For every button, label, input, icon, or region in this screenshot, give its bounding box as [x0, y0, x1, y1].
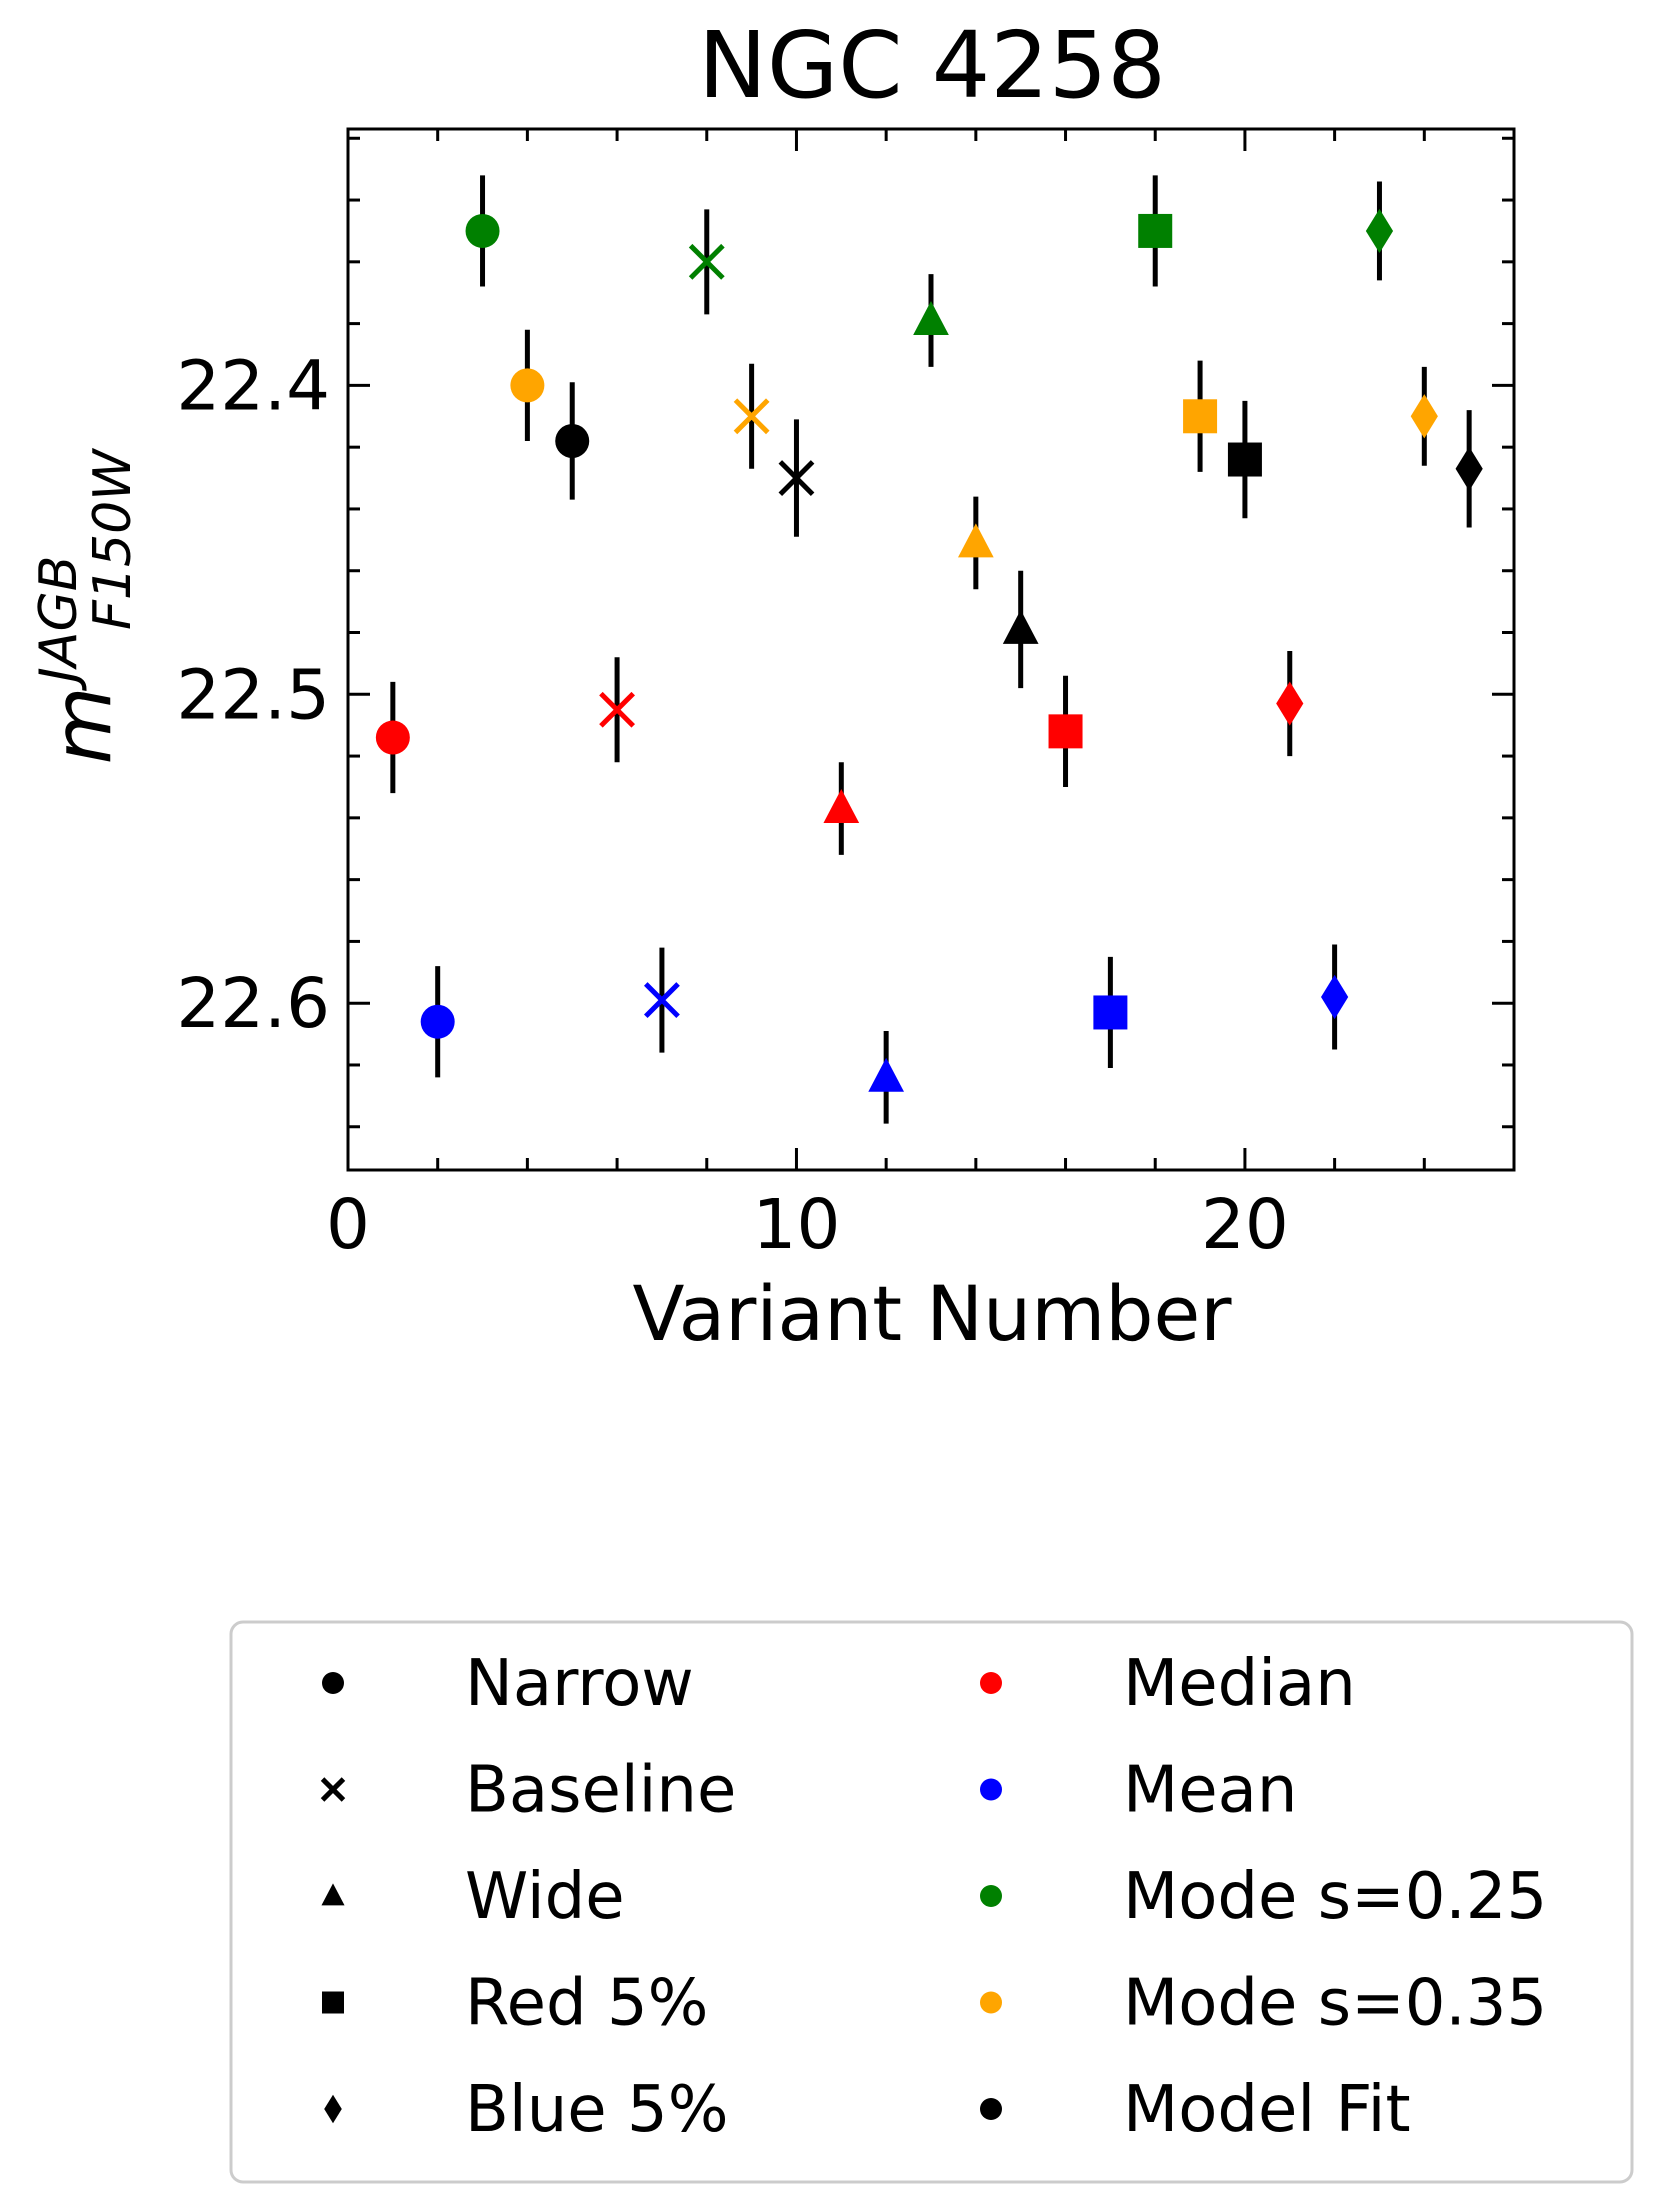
- legend-marker: [980, 1885, 1002, 1907]
- y-tick-labels: 22.4 22.5 22.6: [176, 346, 330, 1044]
- data-point: [1093, 995, 1128, 1030]
- data-point: [823, 789, 860, 824]
- data-point: [1410, 394, 1438, 439]
- axis-ticks: [346, 129, 1516, 1170]
- x-tick-label: 10: [753, 1185, 841, 1265]
- data-point: [1002, 609, 1039, 644]
- data-point: [1365, 208, 1394, 254]
- data-point: [599, 691, 635, 728]
- data-markers: [375, 208, 1483, 1092]
- legend-label: Narrow: [465, 1647, 694, 1721]
- legend-marker: [321, 1883, 345, 1906]
- legend: Narrow Baseline Wide Red 5% Blue 5% Median Mea…: [229, 1620, 1634, 2184]
- legend-label: Mode s=0.25: [1123, 1860, 1547, 1934]
- data-point: [913, 300, 949, 335]
- y-tick-label: 22.6: [176, 964, 330, 1044]
- y-axis-label: mJAGB F150W: [29, 447, 143, 765]
- data-point: [1183, 399, 1218, 434]
- legend-box: [229, 1620, 1634, 2184]
- legend-marker: [322, 1672, 344, 1694]
- data-point: [555, 423, 590, 458]
- legend-items: Narrow Baseline Wide Red 5% Blue 5% Median Mea…: [320, 1647, 1547, 2147]
- legend-marker: [980, 1672, 1002, 1694]
- legend-label: Wide: [465, 1860, 625, 1934]
- y-tick-label: 22.5: [176, 655, 330, 735]
- legend-label: Mean: [1123, 1754, 1297, 1828]
- data-point: [868, 1057, 905, 1092]
- legend-marker: [980, 2098, 1002, 2120]
- y-axis-label-base: m: [36, 686, 129, 764]
- data-point: [644, 982, 680, 1019]
- x-tick-label: 20: [1201, 1185, 1289, 1265]
- legend-label: Mode s=0.35: [1123, 1967, 1547, 2041]
- data-point: [1138, 213, 1173, 248]
- data-point: [733, 398, 770, 435]
- data-point: [1455, 446, 1483, 491]
- legend-label: Blue 5%: [465, 2073, 729, 2147]
- legend-marker: [324, 2094, 342, 2124]
- data-point: [778, 460, 815, 496]
- data-point: [465, 213, 500, 248]
- legend-label: Model Fit: [1123, 2073, 1411, 2147]
- data-point: [510, 368, 545, 403]
- svg-text:mJAGB: mJAGB: [29, 556, 129, 765]
- legend-label: Baseline: [465, 1754, 736, 1828]
- legend-marker: [322, 1991, 344, 2014]
- legend-marker: [980, 1991, 1002, 2014]
- y-tick-label: 22.4: [176, 346, 330, 426]
- legend-marker: [980, 1778, 1002, 1801]
- data-point: [1321, 974, 1349, 1020]
- y-axis-label-subscript: F150W: [83, 447, 143, 630]
- plot-area-frame: [346, 127, 1516, 1172]
- data-point: [1227, 442, 1262, 477]
- data-point: [1276, 681, 1304, 726]
- x-tick-label: 0: [326, 1185, 370, 1265]
- legend-label: Red 5%: [465, 1967, 708, 2041]
- x-tick-labels: 0 10 20: [326, 1185, 1289, 1265]
- legend-marker: [320, 1777, 346, 1802]
- y-axis-label-superscript: JAGB: [29, 556, 89, 692]
- data-point: [375, 720, 410, 755]
- x-axis-label: Variant Number: [632, 1269, 1232, 1358]
- data-point: [420, 1004, 455, 1039]
- legend-label: Median: [1123, 1647, 1356, 1721]
- svg-text:F150W: F150W: [83, 447, 143, 630]
- data-point: [1048, 714, 1083, 749]
- data-point: [688, 243, 725, 280]
- data-point: [957, 523, 994, 558]
- chart-title: NGC 4258: [698, 12, 1166, 119]
